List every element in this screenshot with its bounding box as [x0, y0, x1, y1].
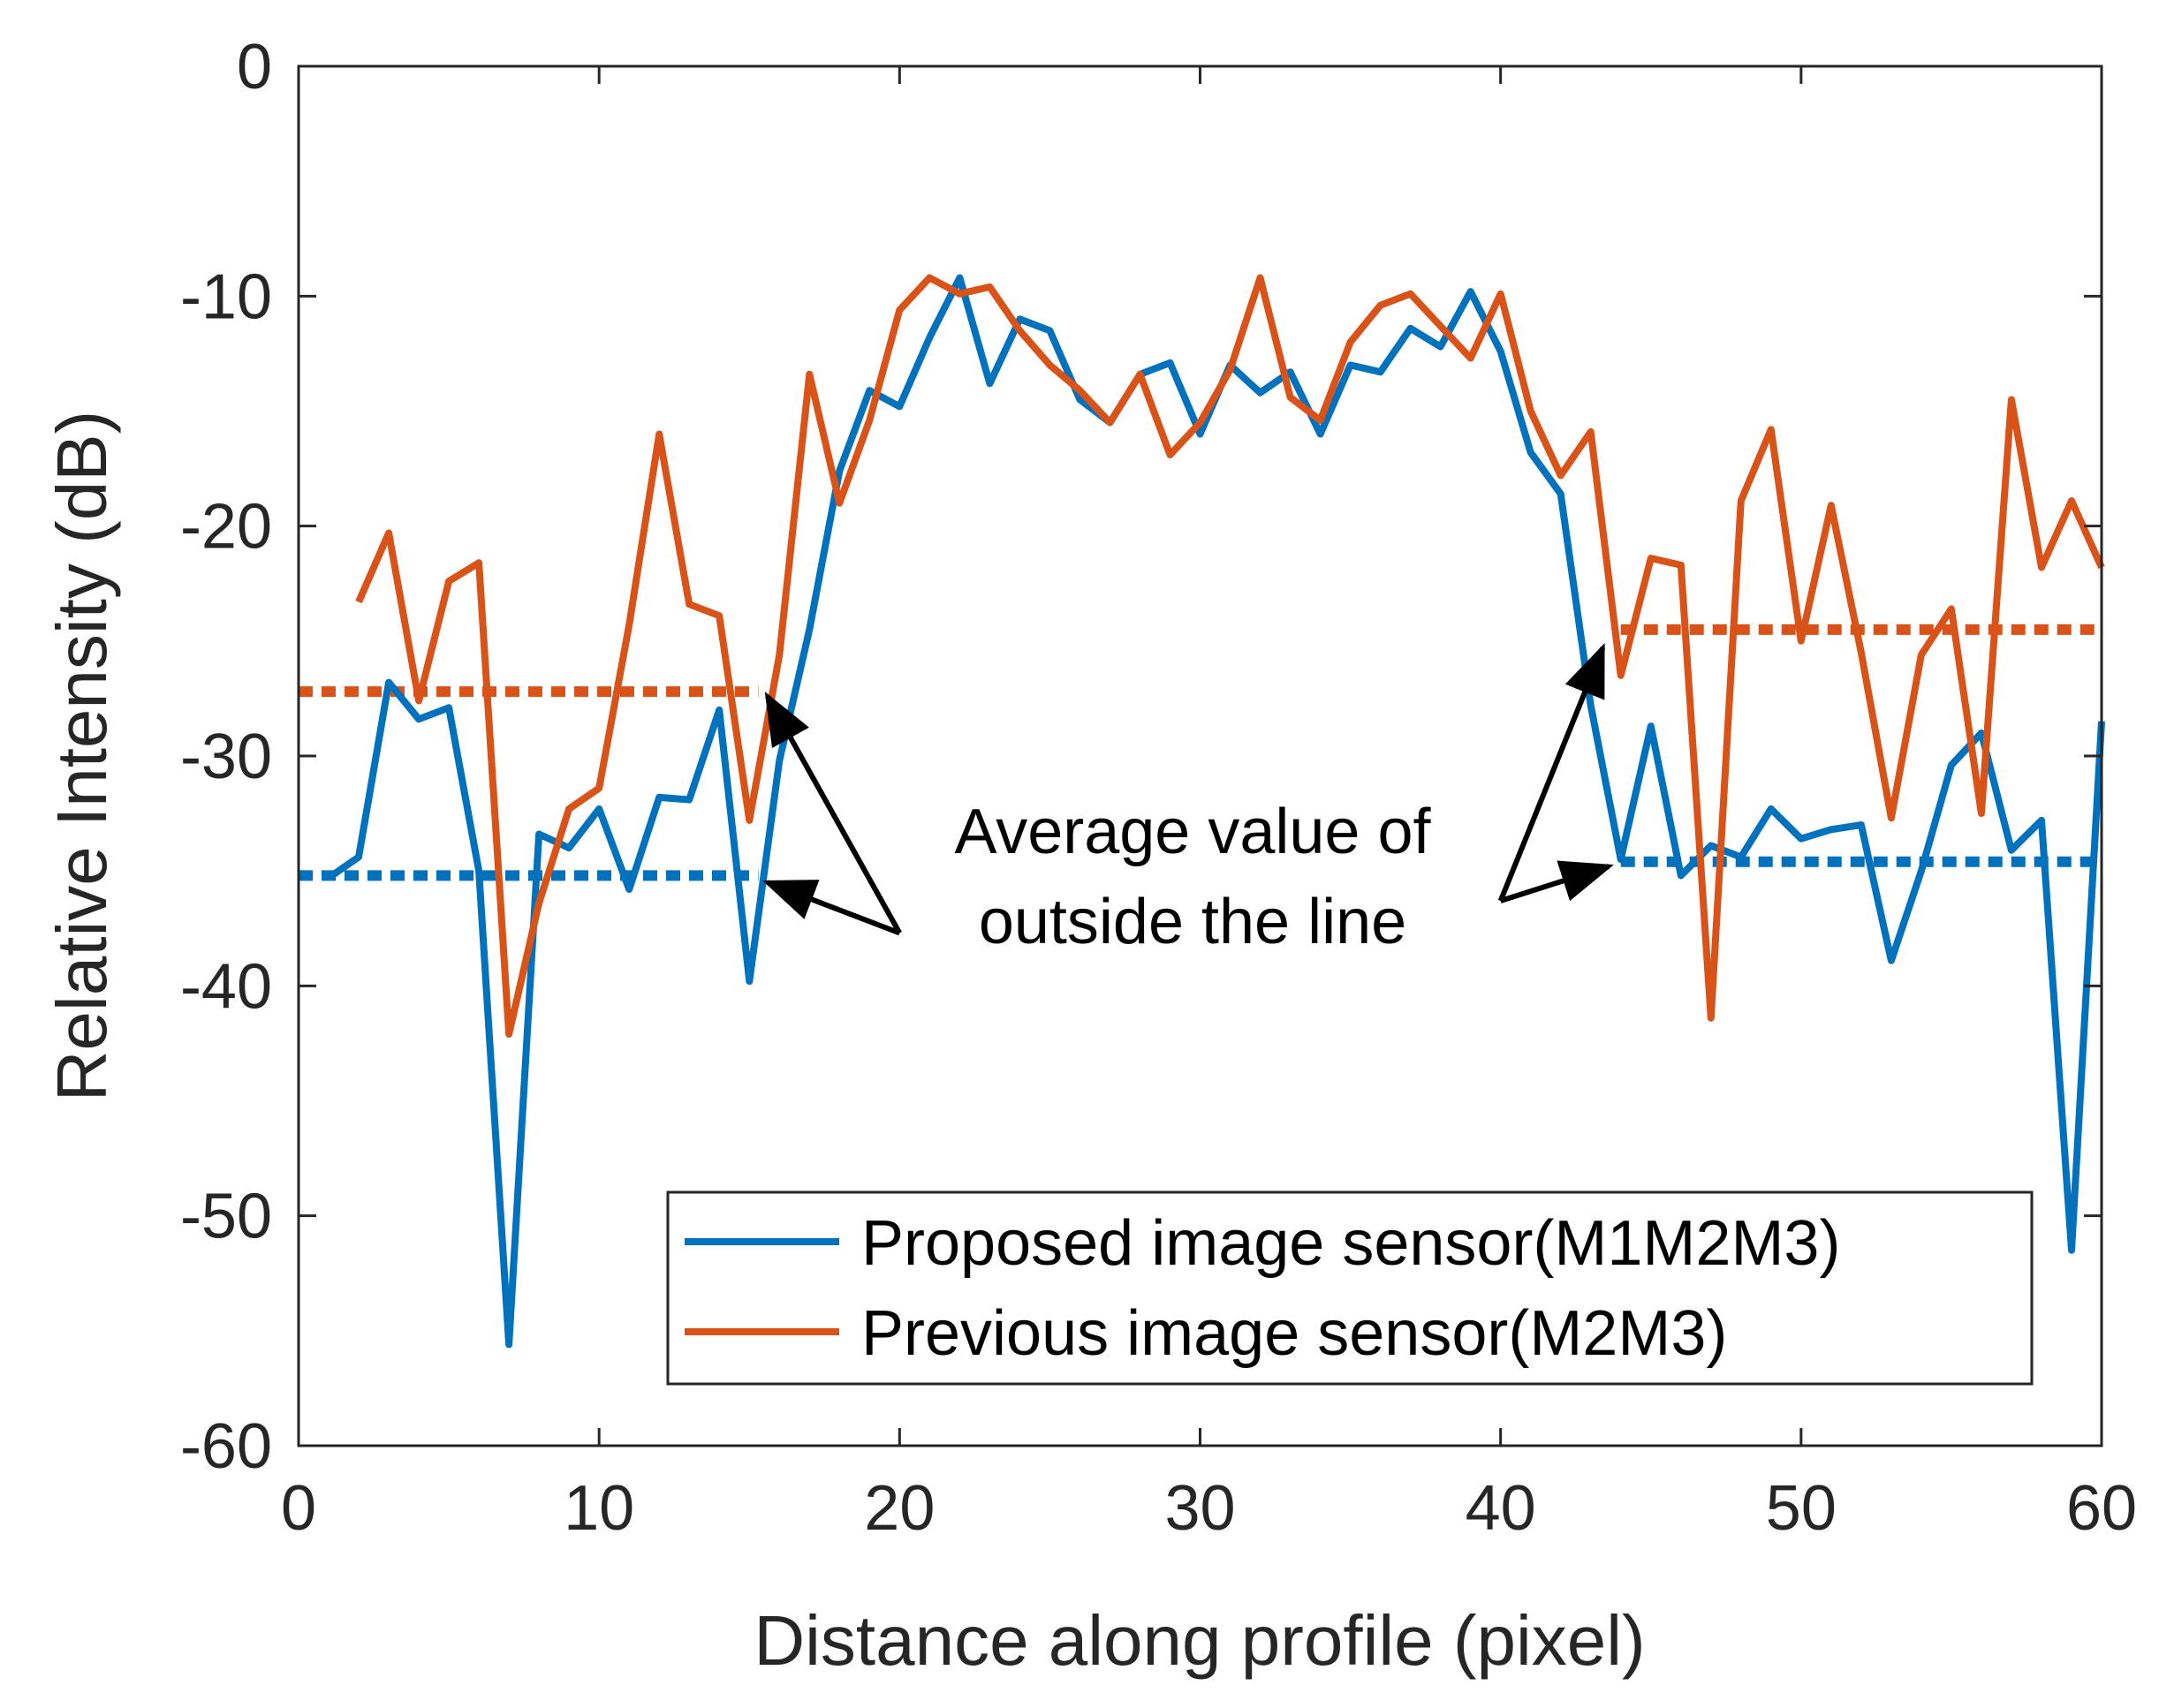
x-axis-title: Distance along profile (pixel)	[754, 1601, 1645, 1680]
y-tick-label: -50	[180, 1182, 272, 1252]
axis-ticks	[297, 64, 2103, 1447]
tick-labels: 0 10 20 30 40 50 60 0 -10 -20 -30 -40 -50 -60	[180, 32, 2137, 1544]
y-tick-label: -40	[180, 951, 272, 1022]
x-tick-label: 60	[2066, 1473, 2137, 1544]
x-tick-label: 50	[1766, 1473, 1837, 1544]
y-tick-label: 0	[237, 32, 272, 102]
y-tick-label: -30	[180, 722, 272, 792]
series-lines	[326, 274, 2105, 1349]
y-tick-label: -60	[180, 1411, 272, 1482]
legend-label-previous: Previous image sensor(M2M3)	[861, 1298, 1727, 1369]
series-line-previous	[355, 274, 2105, 1038]
legend-box	[666, 1190, 2034, 1386]
x-tick-label: 0	[281, 1473, 316, 1544]
annotation-line-1: Average value of	[954, 797, 1431, 867]
annotation-arrow	[1497, 643, 1606, 903]
legend: Proposed image sensor(M1M2M3) Previous i…	[666, 1190, 2034, 1386]
annotation-arrow	[764, 692, 902, 934]
annotation-arrows	[762, 643, 1614, 936]
annotation-arrow	[762, 880, 901, 936]
y-tick-label: -10	[180, 261, 272, 332]
y-axis-title: Relative Intensity (dB)	[42, 411, 121, 1102]
x-tick-label: 40	[1466, 1473, 1536, 1544]
y-tick-label: -20	[180, 492, 272, 563]
legend-label-proposed: Proposed image sensor(M1M2M3)	[861, 1208, 1840, 1279]
annotation-arrow	[1499, 860, 1614, 903]
x-tick-label: 10	[564, 1473, 634, 1544]
x-tick-label: 20	[864, 1473, 935, 1544]
annotation-line-2: outside the line	[979, 887, 1406, 957]
x-tick-label: 30	[1164, 1473, 1235, 1544]
